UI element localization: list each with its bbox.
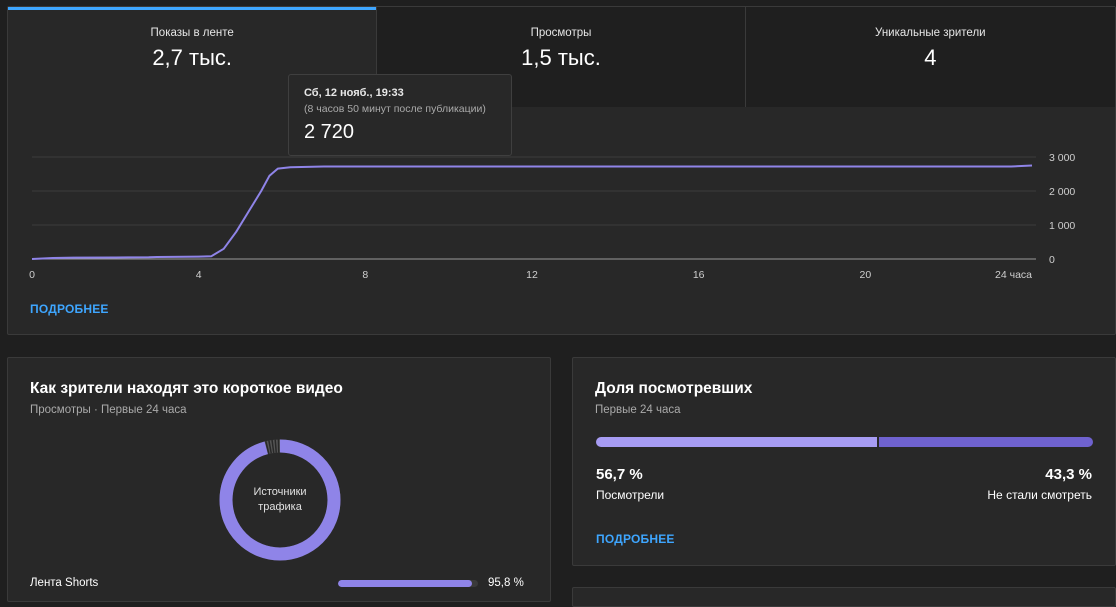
card-subtitle: Первые 24 часа: [595, 404, 681, 416]
donut-label-line: трафика: [258, 501, 302, 513]
source-bar: [338, 580, 478, 587]
details-link[interactable]: ПОДРОБНЕЕ: [30, 302, 109, 316]
chart-tooltip: Сб, 12 нояб., 19:33 (8 часов 50 минут по…: [288, 74, 512, 156]
source-percent: 95,8 %: [488, 577, 524, 589]
x-tick-label: 16: [693, 269, 705, 281]
overview-card: Показы в ленте 2,7 тыс. Просмотры 1,5 ты…: [7, 6, 1116, 335]
source-name: Лента Shorts: [30, 577, 98, 589]
skipped-label: Не стали смотреть: [987, 488, 1092, 502]
retention-bar-watched: [596, 437, 877, 447]
series-line: [32, 166, 1032, 260]
x-tick-label: 8: [362, 269, 368, 281]
card-subtitle: Просмотры · Первые 24 часа: [30, 404, 187, 416]
watched-label: Посмотрели: [596, 488, 664, 502]
card-title: Доля посмотревших: [595, 380, 752, 398]
source-bar-fill: [338, 580, 472, 587]
retention-card: Доля посмотревших Первые 24 часа 56,7 % …: [572, 357, 1116, 566]
next-card: [572, 587, 1116, 607]
tooltip-value: 2 720: [304, 121, 496, 144]
x-tick-label: 24 часа: [995, 269, 1032, 281]
y-tick-label: 0: [1049, 254, 1055, 266]
y-tick-label: 3 000: [1049, 152, 1075, 164]
card-title: Как зрители находят это короткое видео: [30, 380, 343, 398]
retention-bar: [596, 437, 1093, 447]
donut-center-label: Источники трафика: [240, 485, 320, 515]
x-tick-label: 4: [196, 269, 202, 281]
tooltip-subtitle: (8 часов 50 минут после публикации): [304, 103, 496, 115]
skipped-percent: 43,3 %: [1045, 466, 1092, 483]
x-tick-label: 12: [526, 269, 538, 281]
y-tick-label: 1 000: [1049, 220, 1075, 232]
details-link[interactable]: ПОДРОБНЕЕ: [596, 532, 675, 546]
retention-bar-skipped: [879, 437, 1093, 447]
tooltip-date: Сб, 12 нояб., 19:33: [304, 87, 496, 99]
x-tick-label: 20: [859, 269, 871, 281]
y-tick-label: 2 000: [1049, 186, 1075, 198]
watched-percent: 56,7 %: [596, 466, 643, 483]
traffic-sources-card: Как зрители находят это короткое видео П…: [7, 357, 551, 602]
donut-label-line: Источники: [253, 486, 306, 498]
impressions-line-chart[interactable]: 0 1 000 2 000 3 000 0 4 8 12 16 20 24 часа: [8, 7, 1116, 297]
donut-segment-divider: [275, 440, 276, 453]
x-tick-label: 0: [29, 269, 35, 281]
